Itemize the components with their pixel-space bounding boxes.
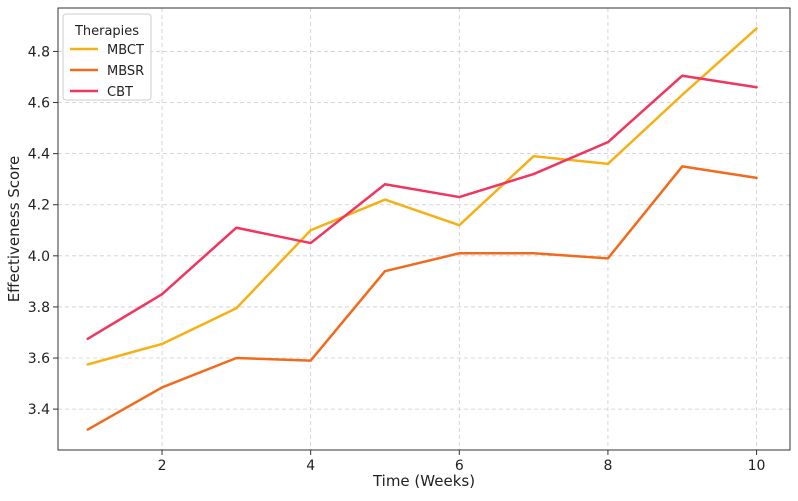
y-axis-ticks: 3.4 3.6 3.8 4.0 4.2 4.4 4.6 4.8 bbox=[28, 44, 58, 418]
legend-box bbox=[62, 13, 152, 101]
legend-label-cbt: CBT bbox=[107, 85, 133, 100]
y-tick-label: 4.0 bbox=[28, 249, 50, 265]
x-tick-label: 6 bbox=[455, 458, 464, 474]
series-line-mbsr bbox=[86, 165, 758, 431]
y-tick-label: 4.4 bbox=[28, 147, 50, 163]
legend-items: MBCT MBSR CBT bbox=[70, 43, 144, 100]
y-tick-label: 3.6 bbox=[28, 351, 50, 367]
x-tick-label: 4 bbox=[306, 458, 315, 474]
legend-label-mbct: MBCT bbox=[107, 43, 144, 58]
x-axis-label: Time (Weeks) bbox=[372, 472, 475, 490]
grid bbox=[58, 8, 790, 450]
series-line-mbct bbox=[86, 27, 758, 366]
x-tick-label: 10 bbox=[748, 458, 766, 474]
legend-title: Therapies bbox=[74, 24, 139, 39]
x-axis-ticks: 2 4 6 8 10 bbox=[158, 450, 766, 474]
series-line-cbt bbox=[86, 74, 758, 341]
y-tick-label: 4.8 bbox=[28, 44, 50, 60]
plot-frame bbox=[57, 7, 791, 451]
y-tick-label: 4.2 bbox=[28, 198, 50, 214]
legend: Therapies MBCT MBSR CBT bbox=[62, 13, 152, 101]
series-lines bbox=[86, 27, 758, 431]
axes bbox=[57, 7, 791, 451]
y-axis-label: Effectiveness Score bbox=[5, 156, 23, 303]
y-tick-label: 3.8 bbox=[28, 300, 50, 316]
y-tick-label: 4.6 bbox=[28, 96, 50, 112]
x-tick-label: 8 bbox=[603, 458, 612, 474]
y-tick-label: 3.4 bbox=[28, 402, 50, 418]
legend-label-mbsr: MBSR bbox=[107, 64, 144, 79]
x-tick-label: 2 bbox=[158, 458, 167, 474]
